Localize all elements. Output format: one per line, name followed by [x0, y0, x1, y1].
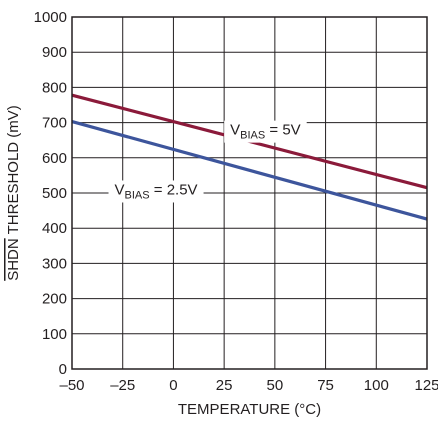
y-tick-label: 1000	[34, 9, 67, 26]
x-tick-label: 100	[364, 377, 389, 394]
y-tick-label: 900	[42, 44, 67, 61]
series-label-sub: BIAS	[125, 189, 150, 201]
series-label-bg	[108, 180, 204, 203]
series-label-text: VBIAS = 5V	[230, 122, 301, 142]
plot-frame	[71, 16, 428, 370]
y-tick-label: 800	[42, 79, 67, 96]
svg-text:SHDN THRESHOLD (mV): SHDN THRESHOLD (mV)	[5, 105, 22, 281]
x-tick-label: –50	[59, 377, 84, 394]
y-tick-label: 400	[42, 220, 67, 237]
series-label-sub: BIAS	[240, 130, 265, 142]
x-tick-label: 50	[267, 377, 284, 394]
y-tick-label: 700	[42, 115, 67, 132]
x-tick-label: 125	[414, 377, 438, 394]
y-tick-label: 200	[42, 291, 67, 308]
series-label-main: V	[115, 181, 125, 198]
series-label-bg	[224, 120, 307, 143]
x-tick-label: –25	[110, 377, 135, 394]
x-tick-label: 25	[216, 377, 233, 394]
series-label-rest: = 2.5V	[150, 181, 198, 198]
series-label-rest: = 5V	[265, 122, 300, 139]
y-tick-label: 100	[42, 326, 67, 343]
series-label-text: VBIAS = 2.5V	[115, 181, 198, 201]
series-line-2	[71, 120, 428, 221]
y-axis-title: SHDN THRESHOLD (mV)	[5, 105, 22, 281]
y-tick-labels: 0 100 200 300 400 500 600 700 800 900 1000	[34, 9, 67, 378]
x-axis-title: TEMPERATURE (°C)	[178, 401, 321, 418]
y-axis-title-overbar: SHDN	[5, 238, 22, 281]
y-tick-label: 0	[59, 361, 67, 378]
series-label-2: VBIAS = 2.5V	[108, 180, 204, 203]
y-tick-label: 600	[42, 150, 67, 167]
series-label-main: V	[230, 122, 240, 139]
y-axis-title-rest: THRESHOLD (mV)	[5, 105, 22, 238]
x-tick-label: 75	[317, 377, 334, 394]
x-tick-labels: –50 –25 0 25 50 75 100 125	[59, 377, 438, 394]
y-tick-label: 300	[42, 255, 67, 272]
series-label-1: VBIAS = 5V	[224, 120, 307, 143]
y-tick-label: 500	[42, 185, 67, 202]
x-tick-label: 0	[169, 377, 177, 394]
